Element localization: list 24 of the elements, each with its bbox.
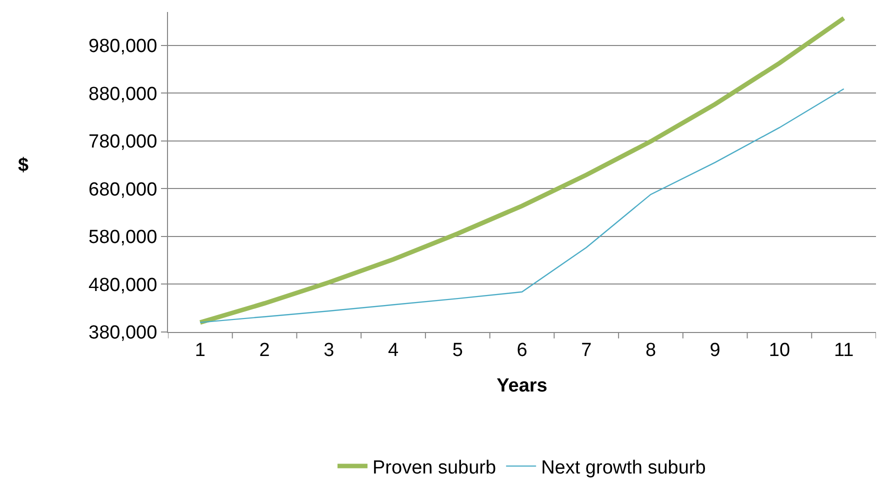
x-tick-label: 7 [581,340,592,361]
x-tick-label: 5 [452,340,463,361]
x-tick-label: 1 [194,340,206,361]
x-axis-title: Years [496,376,548,397]
y-axis-title: $ [18,155,29,176]
x-tick-label: 3 [324,340,334,361]
y-tick-label: 980,000 [88,36,158,58]
x-tick-label: 9 [710,340,720,361]
y-tick-label: 380,000 [88,322,158,344]
x-tick-label: 10 [768,340,790,361]
legend-label: Proven suburb [372,457,496,478]
y-tick-label: 880,000 [88,84,158,105]
y-tick-label: 480,000 [88,274,158,296]
y-tick-label: 580,000 [88,227,158,248]
x-tick-label: 2 [259,340,270,361]
x-tick-label: 4 [388,340,399,361]
y-tick-label: 780,000 [88,132,158,153]
line-series [200,88,844,324]
legend-label: Next growth suburb [541,457,706,478]
x-tick-label: 8 [645,340,656,361]
y-tick-label: 680,000 [88,179,158,200]
x-tick-label: 11 [834,340,854,361]
x-tick-label: 6 [516,340,528,361]
line-series [198,16,846,325]
